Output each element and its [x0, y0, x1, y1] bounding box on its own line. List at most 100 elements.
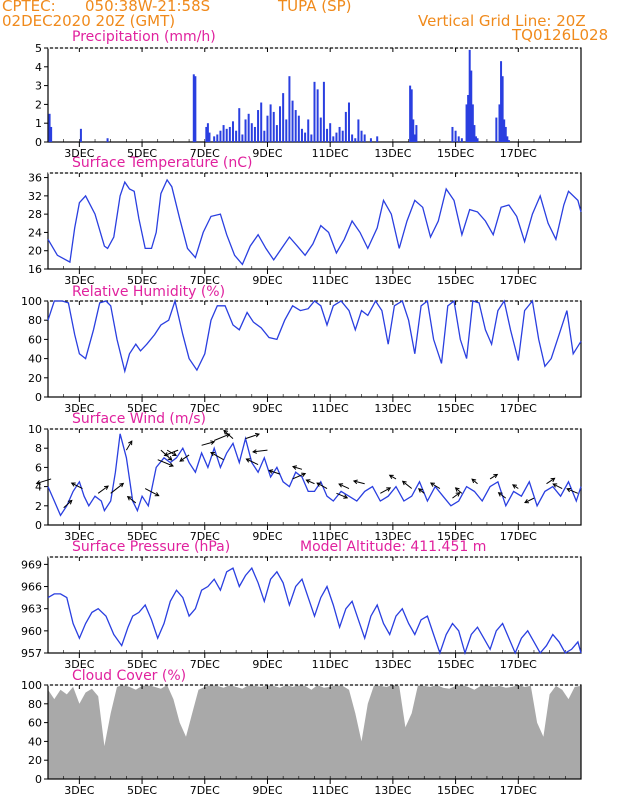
rh-xtick-label: 13DEC [374, 402, 411, 415]
wind-panel-title: Surface Wind (m/s) [72, 411, 206, 427]
temp-xtick-label: 13DEC [374, 274, 411, 287]
precip-bar [266, 115, 269, 142]
cloud-xtick-label: 13DEC [374, 784, 411, 797]
precip-bar [205, 126, 208, 142]
pressure-ytick-label: 963 [21, 603, 42, 616]
wind-arrow [471, 478, 478, 485]
precip-bar [192, 74, 195, 142]
wind-arrow [418, 488, 425, 494]
precip-bar [300, 128, 303, 142]
precip-bar [285, 119, 288, 142]
pressure-xtick-label: 9DEC [252, 658, 282, 671]
rh-xtick-label: 9DEC [252, 402, 282, 415]
wind-arrow-head [497, 492, 503, 497]
rh-ytick-label: 80 [28, 314, 42, 327]
wind-arrow-head [430, 482, 435, 487]
wind-arrow-head [388, 474, 394, 479]
rh-ytick-label: 100 [21, 295, 42, 308]
pressure-panel-title: Surface Pressure (hPa) [72, 539, 230, 555]
wind-arrow-head [210, 451, 216, 457]
wind-arrow-head [512, 484, 517, 489]
precip-bar [50, 126, 53, 142]
precip-bar [460, 138, 463, 142]
precip-bar [275, 125, 278, 142]
precip-bar [272, 111, 275, 142]
pressure-ytick-label: 957 [21, 647, 42, 660]
pressure-xtick-label: 3DEC [64, 658, 94, 671]
wind-xtick-label: 15DEC [437, 530, 474, 543]
cloud-ytick-label: 80 [28, 698, 42, 711]
temp-xtick-label: 11DEC [312, 274, 349, 287]
wind-arrow [455, 487, 463, 494]
precip-bar [415, 125, 418, 142]
precip-bar [263, 130, 266, 142]
precip-bar [294, 110, 297, 142]
rh-xtick-label: 3DEC [64, 402, 94, 415]
cloud-ytick-label: 0 [35, 773, 42, 786]
precip-bar [500, 61, 503, 142]
wind-series-line [47, 433, 582, 517]
wind-frame [47, 428, 582, 526]
rh-ytick-label: 60 [28, 333, 42, 346]
wind-arrow [380, 487, 391, 494]
precip-bar [257, 110, 260, 142]
precip-bar [471, 104, 474, 142]
pressure-ytick-label: 960 [21, 625, 42, 638]
precip-bar [228, 126, 231, 142]
wind-arrow-head [352, 479, 358, 485]
wind-arrow [97, 485, 109, 494]
wind-ytick-label: 0 [35, 519, 42, 532]
precip-bar [208, 132, 211, 142]
precip-bar [291, 100, 294, 142]
temp-xtick-label: 17DEC [500, 274, 537, 287]
precip-bar [316, 89, 319, 142]
precip-xtick-label: 9DEC [252, 147, 282, 160]
rh-xtick-label: 15DEC [437, 402, 474, 415]
model-altitude: Model Altitude: 411.451 m [300, 539, 486, 555]
cloud-xtick-label: 3DEC [64, 784, 94, 797]
wind-arrow-head [167, 456, 173, 461]
wind-arrow [71, 482, 83, 489]
wind-arrow-head [401, 480, 407, 486]
precip-ytick-label: 5 [35, 42, 42, 55]
wind-arrow-head [172, 451, 177, 457]
wind-arrow [292, 466, 303, 470]
precip-bar [465, 104, 468, 142]
precip-bar [332, 136, 335, 142]
precip-bar [250, 123, 253, 142]
wind-arrow-head [163, 452, 169, 457]
temp-ytick-label: 36 [28, 172, 42, 185]
wind-arrow-head [35, 480, 41, 485]
precip-bar [363, 134, 366, 142]
precip-bar [468, 49, 471, 142]
precip-bar [241, 134, 244, 142]
precip-bar [413, 134, 416, 142]
temp-xtick-label: 5DEC [127, 274, 157, 287]
temp-ytick-label: 16 [28, 263, 42, 276]
wind-arrow [210, 452, 224, 461]
precip-xtick-label: 5DEC [127, 147, 157, 160]
precip-ytick-label: 1 [35, 117, 42, 130]
wind-arrow [338, 483, 350, 489]
cloud-xtick-label: 17DEC [500, 784, 537, 797]
cloud-xtick-label: 9DEC [252, 784, 282, 797]
wind-arrow [353, 480, 365, 485]
precip-bar [354, 138, 357, 142]
wind-arrow [164, 449, 179, 456]
pressure-ytick-label: 966 [21, 581, 42, 594]
wind-arrow-head [128, 440, 133, 446]
wind-ytick-label: 8 [35, 442, 42, 455]
precip-bar [213, 136, 216, 142]
precip-bar [376, 136, 379, 142]
precip-bar [297, 115, 300, 142]
wind-arrow [201, 441, 215, 446]
wind-xtick-label: 13DEC [374, 530, 411, 543]
wind-arrow [546, 477, 555, 485]
wind-arrow-head [454, 487, 460, 492]
wind-arrow-head [252, 449, 257, 454]
wind-xtick-label: 17DEC [500, 530, 537, 543]
wind-arrow [452, 492, 460, 499]
precip-bar [503, 119, 506, 142]
precip-xtick-label: 11DEC [312, 147, 349, 160]
precip-bar [344, 111, 347, 142]
